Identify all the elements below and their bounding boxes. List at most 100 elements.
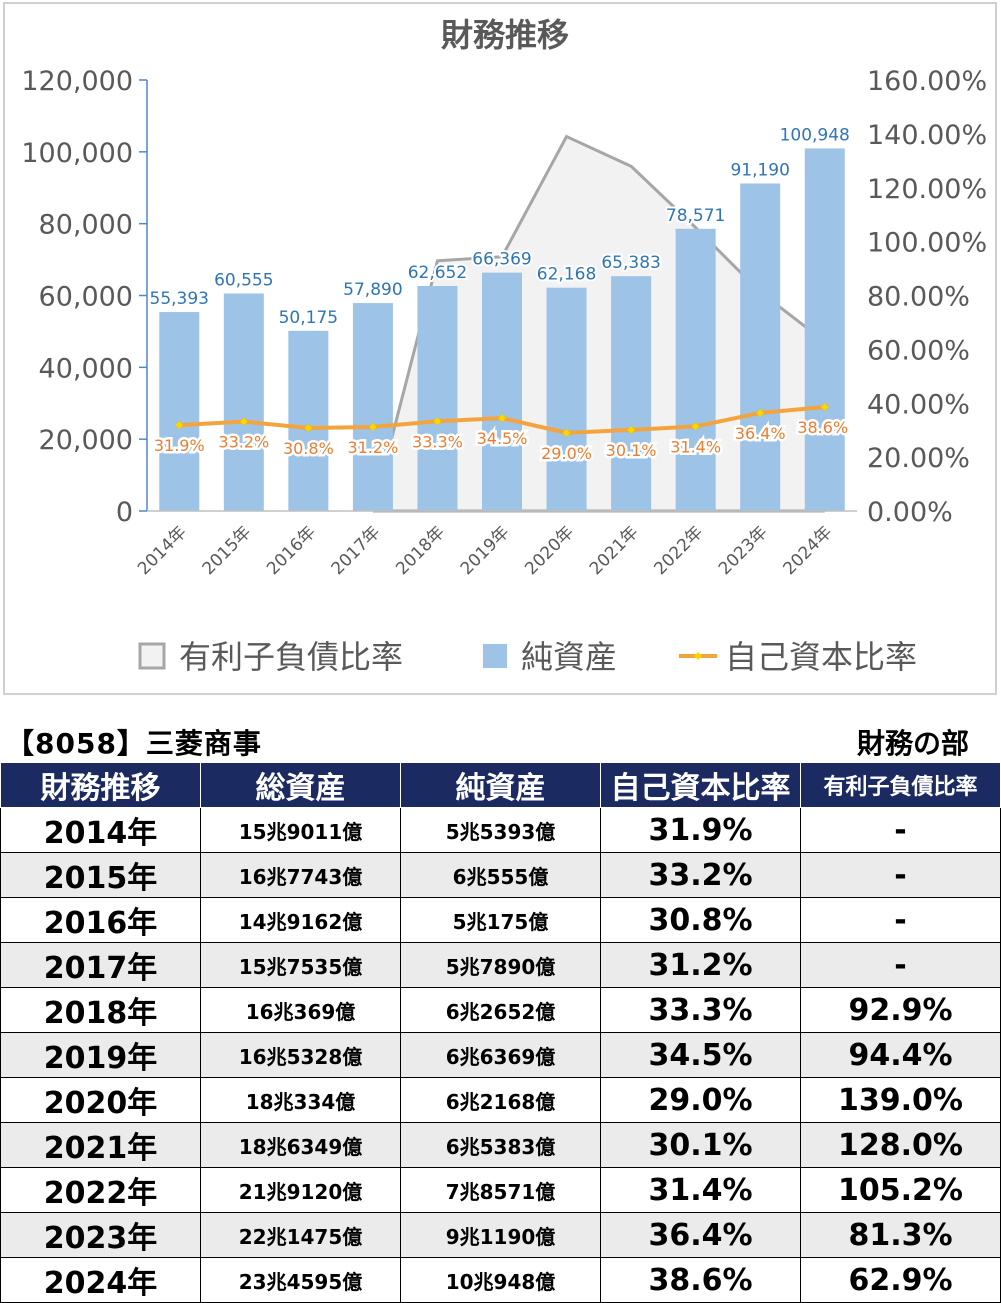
row-equity-ratio: 31.9% bbox=[600, 807, 801, 853]
net-assets-bar bbox=[611, 276, 652, 511]
row-year: 2022年 bbox=[0, 1167, 201, 1213]
legend-net-assets-swatch bbox=[483, 644, 507, 668]
equity-ratio-data-label: 34.5% bbox=[477, 429, 528, 448]
row-total-assets: 14兆9162億 bbox=[200, 897, 401, 943]
table-title-row: 【8058】三菱商事 財務の部 bbox=[0, 722, 1001, 762]
net-assets-data-label: 62,652 bbox=[408, 263, 467, 283]
net-assets-bar bbox=[417, 285, 458, 511]
header-period: 財務推移 bbox=[0, 762, 201, 808]
left-tick-label: 20,000 bbox=[39, 425, 133, 456]
right-tick-label: 80.00% bbox=[867, 282, 970, 313]
legend-net-assets-label: 純資産 bbox=[521, 638, 617, 676]
row-year: 2018年 bbox=[0, 987, 201, 1033]
net-assets-bar bbox=[159, 312, 200, 511]
row-year: 2016年 bbox=[0, 897, 201, 943]
equity-ratio-marker bbox=[433, 416, 442, 426]
equity-ratio-data-label: 30.8% bbox=[283, 439, 334, 458]
table-row: 2021年 18兆6349億 6兆5383億 30.1% 128.0% bbox=[0, 1122, 1001, 1168]
header-debt-ratio: 有利子負債比率 bbox=[800, 762, 1001, 808]
right-tick-label: 0.00% bbox=[867, 497, 953, 528]
row-net-assets: 6兆555億 bbox=[400, 852, 601, 898]
equity-ratio-marker bbox=[562, 428, 571, 438]
row-debt-ratio: 105.2% bbox=[800, 1167, 1001, 1213]
x-tick-label: 2024年 bbox=[780, 522, 837, 579]
x-tick-label: 2016年 bbox=[263, 522, 320, 579]
row-equity-ratio: 31.4% bbox=[600, 1167, 801, 1213]
row-total-assets: 16兆5328億 bbox=[200, 1032, 401, 1078]
equity-ratio-data-label: 36.4% bbox=[735, 424, 786, 443]
x-tick-label: 2015年 bbox=[199, 522, 256, 579]
row-net-assets: 9兆1190億 bbox=[400, 1212, 601, 1258]
x-tick-label: 2018年 bbox=[392, 522, 449, 579]
right-tick-label: 40.00% bbox=[867, 389, 970, 420]
legend-equity-ratio-marker bbox=[694, 652, 702, 660]
row-year: 2015年 bbox=[0, 852, 201, 898]
x-tick-label: 2017年 bbox=[328, 522, 385, 579]
row-equity-ratio: 34.5% bbox=[600, 1032, 801, 1078]
equity-ratio-marker bbox=[755, 408, 765, 418]
net-assets-data-label: 60,555 bbox=[214, 271, 273, 291]
net-assets-bar bbox=[675, 228, 716, 511]
equity-ratio-marker bbox=[691, 422, 700, 431]
row-net-assets: 5兆7890億 bbox=[400, 942, 601, 988]
equity-ratio-data-label: 33.2% bbox=[218, 433, 269, 452]
row-total-assets: 18兆6349億 bbox=[200, 1122, 401, 1168]
financial-table: 財務推移 総資産 純資産 自己資本比率 有利子負債比率 2014年 15兆9011… bbox=[0, 762, 1001, 1303]
row-equity-ratio: 31.2% bbox=[600, 942, 801, 988]
row-equity-ratio: 33.3% bbox=[600, 987, 801, 1033]
row-equity-ratio: 36.4% bbox=[600, 1212, 801, 1258]
left-tick-label: 120,000 bbox=[21, 66, 133, 97]
row-total-assets: 15兆9011億 bbox=[200, 807, 401, 853]
row-equity-ratio: 33.2% bbox=[600, 852, 801, 898]
header-net-assets: 純資産 bbox=[400, 762, 601, 808]
right-tick-label: 100.00% bbox=[867, 228, 987, 259]
row-debt-ratio: - bbox=[800, 807, 1001, 853]
row-year: 2020年 bbox=[0, 1077, 201, 1123]
row-debt-ratio: 128.0% bbox=[800, 1122, 1001, 1168]
row-year: 2014年 bbox=[0, 807, 201, 853]
stock-title: 【8058】三菱商事 bbox=[6, 727, 262, 760]
table-body: 2014年 15兆9011億 5兆5393億 31.9% -2015年 16兆7743億 6… bbox=[0, 807, 1001, 1303]
net-assets-bar bbox=[288, 330, 329, 511]
section-label: 財務の部 bbox=[856, 727, 969, 760]
equity-ratio-marker bbox=[497, 413, 507, 423]
row-year: 2023年 bbox=[0, 1212, 201, 1258]
row-year: 2019年 bbox=[0, 1032, 201, 1078]
chart-title: 財務推移 bbox=[441, 16, 569, 54]
net-assets-data-label: 91,190 bbox=[730, 160, 789, 180]
row-net-assets: 6兆6369億 bbox=[400, 1032, 601, 1078]
table-row: 2022年 21兆9120億 7兆8571億 31.4% 105.2% bbox=[0, 1167, 1001, 1213]
row-debt-ratio: - bbox=[800, 897, 1001, 943]
left-tick-label: 80,000 bbox=[39, 210, 133, 241]
equity-ratio-marker bbox=[820, 402, 830, 412]
row-debt-ratio: 139.0% bbox=[800, 1077, 1001, 1123]
net-assets-bar bbox=[352, 303, 393, 511]
equity-ratio-data-label: 30.1% bbox=[606, 441, 657, 460]
row-net-assets: 10兆948億 bbox=[400, 1257, 601, 1303]
legend-debt-ratio-label: 有利子負債比率 bbox=[179, 638, 403, 676]
equity-ratio-marker bbox=[368, 422, 378, 432]
right-tick-label: 160.00% bbox=[867, 66, 987, 97]
net-assets-data-label: 66,369 bbox=[472, 250, 531, 270]
row-debt-ratio: 94.4% bbox=[800, 1032, 1001, 1078]
equity-ratio-marker bbox=[174, 420, 184, 430]
net-assets-data-label: 57,890 bbox=[343, 280, 402, 300]
left-tick-label: 60,000 bbox=[39, 282, 133, 313]
x-tick-label: 2022年 bbox=[650, 522, 707, 579]
right-tick-label: 60.00% bbox=[867, 335, 970, 366]
net-assets-bar bbox=[223, 293, 264, 511]
row-debt-ratio: 81.3% bbox=[800, 1212, 1001, 1258]
row-net-assets: 6兆2652億 bbox=[400, 987, 601, 1033]
x-tick-label: 2019年 bbox=[457, 522, 514, 579]
net-assets-data-label: 78,571 bbox=[666, 206, 725, 226]
table-row: 2020年 18兆334億 6兆2168億 29.0% 139.0% bbox=[0, 1077, 1001, 1123]
net-assets-data-label: 65,383 bbox=[601, 253, 660, 273]
table-row: 2017年 15兆7535億 5兆7890億 31.2% - bbox=[0, 942, 1001, 988]
net-assets-bar bbox=[482, 272, 522, 511]
row-debt-ratio: - bbox=[800, 852, 1001, 898]
row-year: 2017年 bbox=[0, 942, 201, 988]
net-assets-data-label: 55,393 bbox=[150, 289, 209, 309]
table-row: 2014年 15兆9011億 5兆5393億 31.9% - bbox=[0, 807, 1001, 853]
x-tick-label: 2014年 bbox=[134, 522, 191, 579]
left-tick-label: 40,000 bbox=[39, 353, 133, 384]
